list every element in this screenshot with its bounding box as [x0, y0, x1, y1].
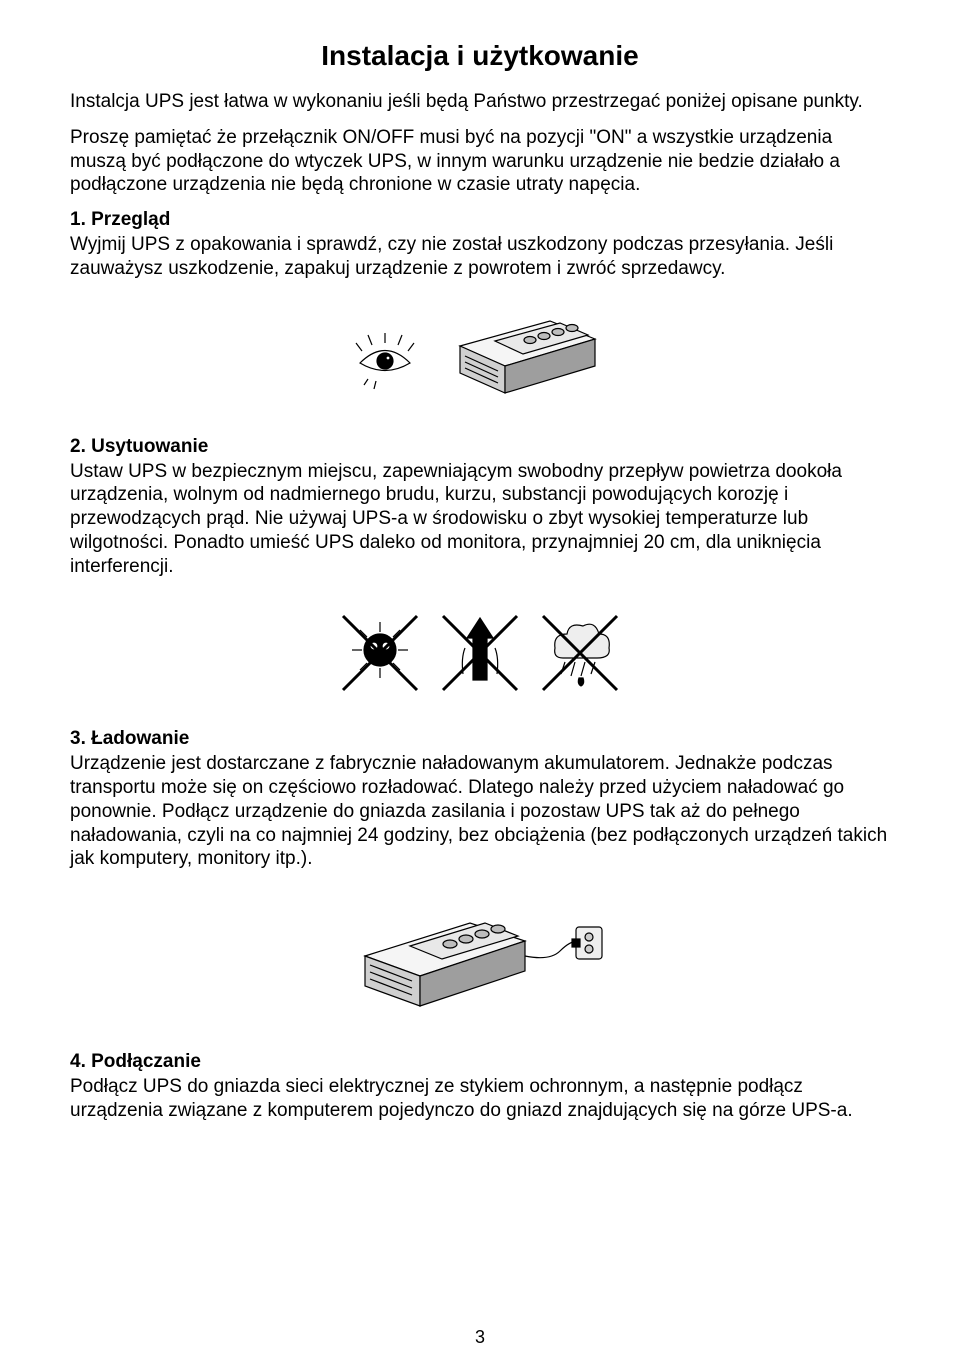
section-2-body: Ustaw UPS w bezpiecznym miejscu, zapewni… [70, 460, 890, 579]
section-1: 1. Przegląd Wyjmij UPS z opakowania i sp… [70, 209, 890, 281]
image-row-3 [70, 901, 890, 1021]
section-3: 3. Ładowanie Urządzenie jest dostarczane… [70, 728, 890, 871]
page-title: Instalacja i użytkowanie [70, 40, 890, 72]
no-moisture-icon [535, 608, 625, 698]
page-number: 3 [0, 1327, 960, 1348]
warning-paragraph: Proszę pamiętać że przełącznik ON/OFF mu… [70, 126, 890, 197]
intro-paragraph: Instalcja UPS jest łatwa w wykonaniu jeś… [70, 90, 890, 114]
no-heat-icon [435, 608, 525, 698]
page: Instalacja i użytkowanie Instalcja UPS j… [0, 0, 960, 1368]
inspect-eye-icon [350, 323, 420, 393]
image-row-2 [70, 608, 890, 698]
section-2-heading: 2. Usytuowanie [70, 436, 890, 458]
section-4-body: Podłącz UPS do gniazda sieci elektryczne… [70, 1075, 890, 1123]
section-4: 4. Podłączanie Podłącz UPS do gniazda si… [70, 1051, 890, 1123]
section-2: 2. Usytuowanie Ustaw UPS w bezpiecznym m… [70, 436, 890, 579]
section-1-body: Wyjmij UPS z opakowania i sprawdź, czy n… [70, 233, 890, 281]
section-1-heading: 1. Przegląd [70, 209, 890, 231]
section-3-heading: 3. Ładowanie [70, 728, 890, 750]
ups-device-icon [440, 311, 610, 406]
section-4-heading: 4. Podłączanie [70, 1051, 890, 1073]
ups-charging-icon [350, 901, 610, 1021]
no-sunlight-icon [335, 608, 425, 698]
image-row-1 [70, 311, 890, 406]
section-3-body: Urządzenie jest dostarczane z fabrycznie… [70, 752, 890, 871]
